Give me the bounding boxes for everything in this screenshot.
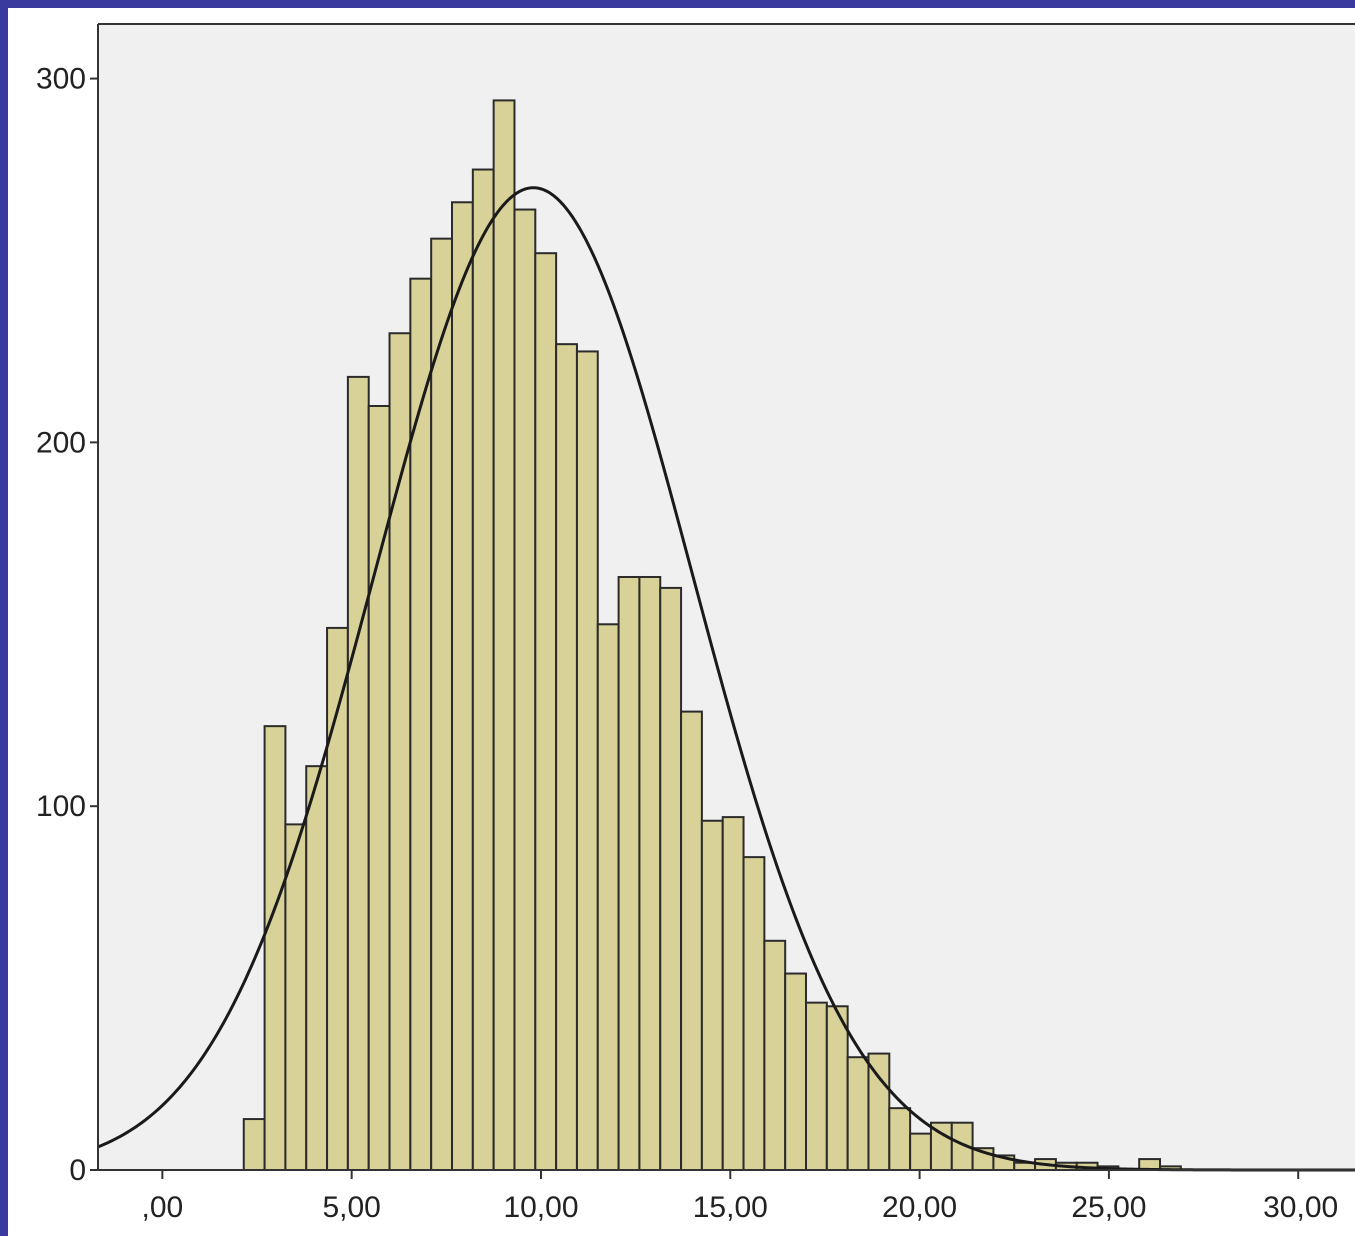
x-tick-label: 20,00 [882, 1191, 957, 1224]
histogram-bar [617, 575, 641, 1171]
y-ticks: 0 100 200 300 [36, 63, 98, 1187]
histogram-bar [534, 252, 558, 1171]
histogram-bar [492, 99, 516, 1171]
x-tick-label: 10,00 [503, 1191, 578, 1224]
histogram-bar [638, 575, 662, 1171]
x-tick-label: 25,00 [1071, 1191, 1146, 1224]
y-tick-label: 300 [36, 63, 86, 96]
histogram-bar [680, 710, 703, 1171]
histogram-bar [346, 375, 370, 1171]
histogram-bar [763, 939, 787, 1171]
y-tick-label: 0 [69, 1154, 86, 1187]
histogram-bar [513, 208, 537, 1172]
histogram-bar [263, 725, 287, 1172]
x-tick-label: 15,00 [693, 1191, 768, 1224]
histogram-bar [867, 1052, 891, 1171]
histogram-bar [825, 1005, 849, 1171]
x-ticks: ,00 5,00 10,00 15,00 20,00 25,00 30,00 [142, 1170, 1338, 1224]
histogram-bar [451, 201, 474, 1171]
histogram-bar [430, 237, 454, 1171]
histogram-bar [721, 816, 745, 1171]
x-tick-label: 30,00 [1263, 1191, 1338, 1224]
y-tick-label: 100 [36, 790, 86, 823]
histogram-bar [575, 350, 599, 1171]
histogram-bar [284, 823, 308, 1172]
histogram-bar [305, 765, 329, 1172]
histogram-bar [367, 405, 391, 1171]
histogram-bar [409, 277, 433, 1171]
histogram-bar [242, 1118, 266, 1171]
histogram-bar [700, 819, 724, 1171]
histogram-bar [805, 1001, 828, 1172]
chart-frame: 0 100 200 300 ,00 5,00 10,00 15,00 20,00 25,00 30… [8, 8, 1355, 1236]
histogram-bar [388, 332, 412, 1171]
histogram-bar [784, 972, 808, 1171]
histogram-bar [909, 1132, 932, 1171]
histogram-bar [596, 623, 620, 1171]
histogram-bar [888, 1107, 912, 1171]
histogram-bar [659, 586, 683, 1171]
x-tick-label: ,00 [142, 1191, 184, 1224]
histogram-bar [846, 1056, 870, 1171]
histogram-bar [555, 343, 578, 1171]
x-tick-label: 5,00 [322, 1191, 380, 1224]
y-tick-label: 200 [36, 426, 86, 459]
histogram-bar [742, 856, 766, 1171]
histogram-bar [471, 168, 495, 1171]
histogram-chart: 0 100 200 300 ,00 5,00 10,00 15,00 20,00 25,00 30… [36, 23, 1355, 1224]
